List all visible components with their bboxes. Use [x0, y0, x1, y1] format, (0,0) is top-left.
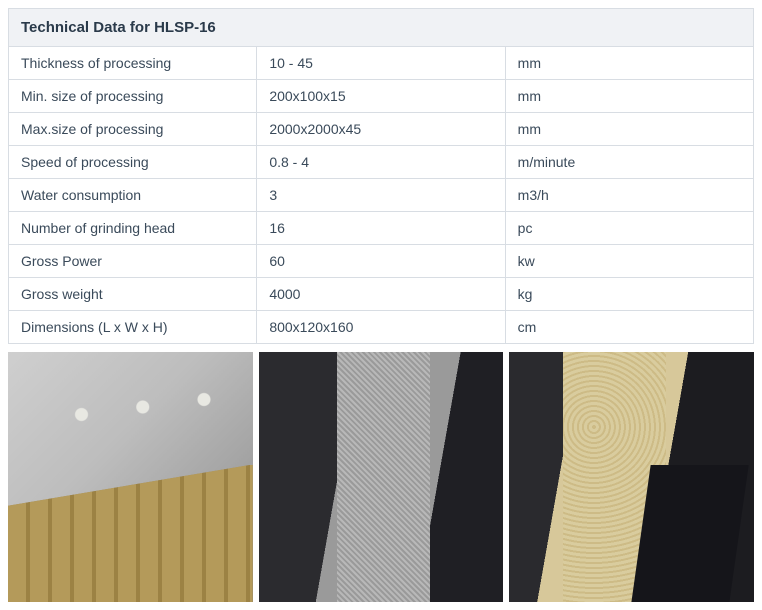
cell-unit: cm — [505, 311, 753, 344]
table-title: Technical Data for HLSP-16 — [9, 9, 754, 47]
cell-param: Water consumption — [9, 179, 257, 212]
cell-value: 800x120x160 — [257, 311, 505, 344]
cell-unit: mm — [505, 47, 753, 80]
cell-param: Dimensions (L x W x H) — [9, 311, 257, 344]
cell-unit: kg — [505, 278, 753, 311]
cell-unit: mm — [505, 80, 753, 113]
table-row: Gross Power60kw — [9, 245, 754, 278]
product-image-3 — [509, 352, 754, 602]
cell-value: 4000 — [257, 278, 505, 311]
table-row: Speed of processing0.8 - 4m/minute — [9, 146, 754, 179]
cell-unit: mm — [505, 113, 753, 146]
product-image-1 — [8, 352, 253, 602]
cell-param: Gross Power — [9, 245, 257, 278]
table-body: Thickness of processing10 - 45mmMin. siz… — [9, 47, 754, 344]
cell-unit: kw — [505, 245, 753, 278]
table-row: Thickness of processing10 - 45mm — [9, 47, 754, 80]
cell-value: 10 - 45 — [257, 47, 505, 80]
cell-value: 3 — [257, 179, 505, 212]
product-image-2 — [259, 352, 504, 602]
cell-param: Number of grinding head — [9, 212, 257, 245]
table-row: Dimensions (L x W x H)800x120x160cm — [9, 311, 754, 344]
cell-value: 60 — [257, 245, 505, 278]
table-row: Number of grinding head16pc — [9, 212, 754, 245]
cell-value: 0.8 - 4 — [257, 146, 505, 179]
cell-param: Thickness of processing — [9, 47, 257, 80]
cell-param: Speed of processing — [9, 146, 257, 179]
cell-param: Max.size of processing — [9, 113, 257, 146]
cell-value: 200x100x15 — [257, 80, 505, 113]
table-row: Gross weight4000kg — [9, 278, 754, 311]
table-row: Max.size of processing2000x2000x45mm — [9, 113, 754, 146]
table-row: Water consumption3m3/h — [9, 179, 754, 212]
technical-data-table: Technical Data for HLSP-16 Thickness of … — [8, 8, 754, 344]
cell-value: 2000x2000x45 — [257, 113, 505, 146]
cell-unit: m/minute — [505, 146, 753, 179]
cell-param: Min. size of processing — [9, 80, 257, 113]
cell-unit: pc — [505, 212, 753, 245]
cell-param: Gross weight — [9, 278, 257, 311]
cell-unit: m3/h — [505, 179, 753, 212]
table-row: Min. size of processing200x100x15mm — [9, 80, 754, 113]
image-row — [8, 352, 754, 602]
cell-value: 16 — [257, 212, 505, 245]
